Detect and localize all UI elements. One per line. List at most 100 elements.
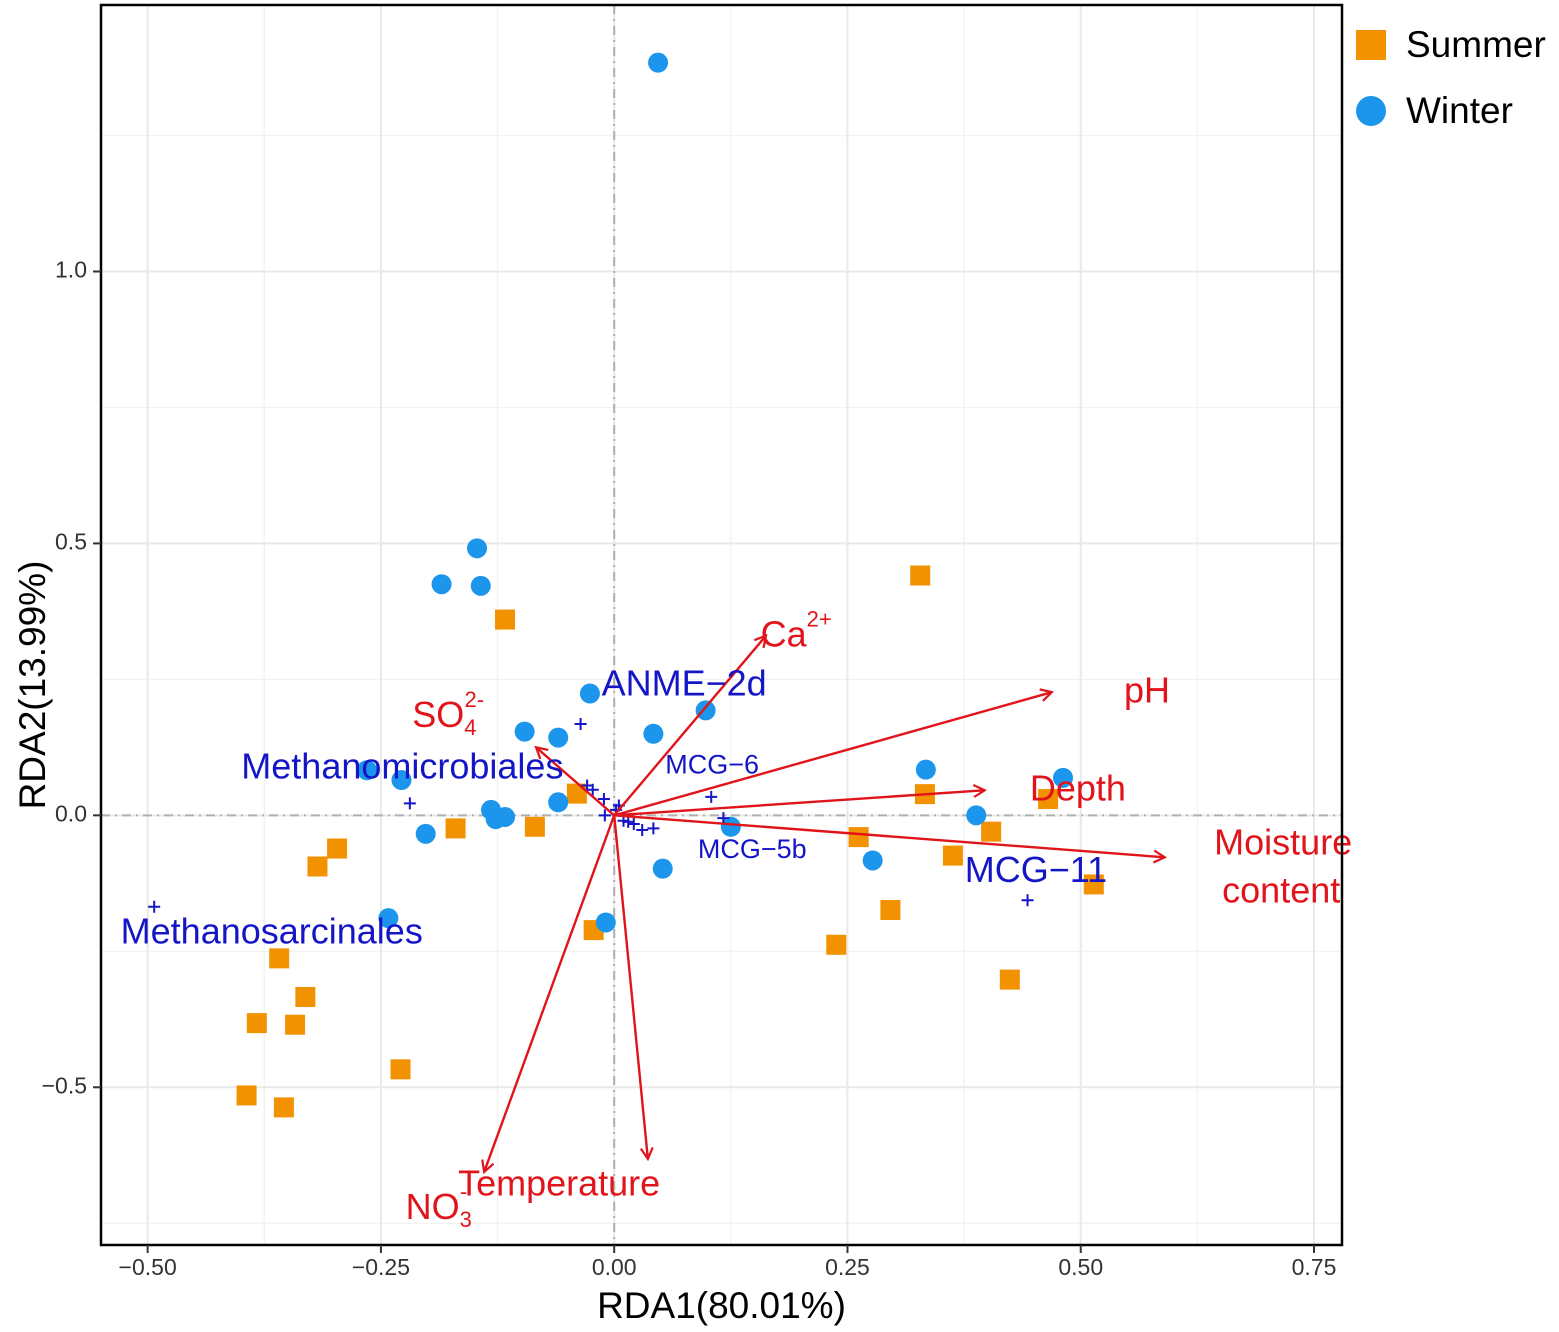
winter-point xyxy=(415,823,436,844)
winter-point xyxy=(485,809,506,830)
taxon-marker xyxy=(148,900,161,913)
summer-point xyxy=(445,818,466,839)
env-label-base: SO xyxy=(412,693,464,734)
summer-point xyxy=(848,827,869,848)
sample-points xyxy=(236,52,1104,1118)
y-tick-label: 0.5 xyxy=(55,528,87,554)
winter-point xyxy=(467,538,488,559)
summer-point xyxy=(999,969,1020,990)
env-label: Moisture xyxy=(1214,822,1352,863)
env-label-base: pH xyxy=(1124,669,1170,710)
env-label: pH xyxy=(1124,669,1170,710)
taxon-marker xyxy=(717,812,730,825)
summer-point xyxy=(327,838,348,859)
taxon-marker xyxy=(636,824,649,837)
winter-point xyxy=(1053,767,1074,788)
summer-point xyxy=(273,1097,294,1118)
env-arrow xyxy=(614,790,984,817)
summer-point xyxy=(495,609,516,630)
taxon-marker xyxy=(647,822,660,835)
env-label-base: Ca xyxy=(761,613,808,654)
winter-point xyxy=(378,908,399,929)
taxon-label: Methanosarcinales xyxy=(121,910,423,951)
legend-item-summer: Summer xyxy=(1356,12,1546,78)
legend-label-winter: Winter xyxy=(1406,90,1513,131)
summer-point xyxy=(1038,789,1059,810)
summer-point xyxy=(295,987,316,1007)
env-label-superscript: - xyxy=(460,1179,467,1204)
summer-point xyxy=(390,1059,411,1080)
plot-panel xyxy=(101,5,1342,1245)
env-label-subscript: 3 xyxy=(460,1207,472,1232)
taxon-label: MCG−6 xyxy=(665,750,759,780)
summer-point xyxy=(1083,874,1104,895)
legend: Summer Winter xyxy=(1356,12,1546,144)
plot-border xyxy=(99,3,1344,1247)
env-label-base: Temperature xyxy=(458,1162,660,1203)
env-arrow xyxy=(613,636,765,817)
y-axis-title: RDA2(13.99%) xyxy=(12,561,53,810)
legend-label-summer: Summer xyxy=(1406,24,1546,65)
winter-point xyxy=(720,816,741,837)
env-label-base: NO xyxy=(406,1186,460,1227)
summer-point xyxy=(236,1085,257,1106)
summer-point xyxy=(981,821,1002,842)
summer-point xyxy=(942,845,963,866)
x-tick-label: 0.25 xyxy=(825,1254,870,1280)
winter-point xyxy=(470,575,491,596)
env-arrow xyxy=(537,748,615,817)
winter-point xyxy=(431,574,452,595)
winter-circle-icon xyxy=(1356,96,1386,126)
env-arrow xyxy=(613,815,648,1158)
taxon-label: MCG−11 xyxy=(965,849,1107,890)
env-label-superscript: 2+ xyxy=(807,606,832,631)
taxon-marker xyxy=(597,793,610,806)
winter-point xyxy=(652,858,673,879)
winter-point xyxy=(966,805,987,826)
taxon-label: MCG−5b xyxy=(698,834,807,864)
y-tick-label: −0.5 xyxy=(42,1072,87,1098)
env-arrow xyxy=(613,692,1051,817)
taxon-marker xyxy=(705,790,718,803)
x-tick-label: −0.25 xyxy=(352,1254,410,1280)
winter-point xyxy=(391,770,412,790)
x-axis-title: RDA1(80.01%) xyxy=(597,1285,846,1326)
summer-point xyxy=(566,783,587,804)
summer-point xyxy=(269,948,290,969)
winter-point xyxy=(548,727,569,748)
env-label-subscript: 4 xyxy=(464,715,476,740)
env-label-base: Depth xyxy=(1030,767,1126,808)
env-arrow xyxy=(484,814,616,1171)
taxon-label: ANME−2d xyxy=(602,662,767,703)
taxon-marker xyxy=(574,717,587,730)
taxa-points xyxy=(148,717,1034,913)
taxa-labels: ANME−2d Methanomicrobiales MCG−6 MCG−5b MCG−… xyxy=(121,662,1107,951)
env-vectors: Ca2+ pH SO4 2- Depth Moisture content NO3 -Tempe… xyxy=(406,606,1353,1232)
x-tick-label: 0.75 xyxy=(1292,1254,1337,1280)
taxon-marker xyxy=(627,818,640,831)
summer-square-icon xyxy=(1356,30,1386,60)
summer-point xyxy=(246,1013,267,1034)
summer-point xyxy=(524,816,545,837)
taxon-marker xyxy=(403,797,416,810)
winter-point xyxy=(514,721,535,742)
taxon-marker xyxy=(598,809,611,822)
winter-point xyxy=(579,683,600,704)
winter-point xyxy=(648,52,669,73)
env-label-superscript: 2- xyxy=(464,687,484,712)
env-label: SO4 2- xyxy=(412,687,484,740)
env-label: Ca2+ xyxy=(761,606,832,654)
summer-point xyxy=(910,565,931,586)
winter-point xyxy=(548,792,569,813)
x-tick-label: 0.00 xyxy=(592,1254,637,1280)
winter-point xyxy=(595,912,616,933)
env-label: Temperature xyxy=(458,1162,660,1203)
taxon-marker xyxy=(622,815,635,828)
summer-point xyxy=(285,1014,306,1035)
y-tick-label: 0.0 xyxy=(55,800,87,826)
winter-point xyxy=(862,850,883,871)
winter-point xyxy=(356,760,377,781)
env-label-line2: content xyxy=(1222,870,1340,911)
env-label: NO3 - xyxy=(406,1179,472,1232)
